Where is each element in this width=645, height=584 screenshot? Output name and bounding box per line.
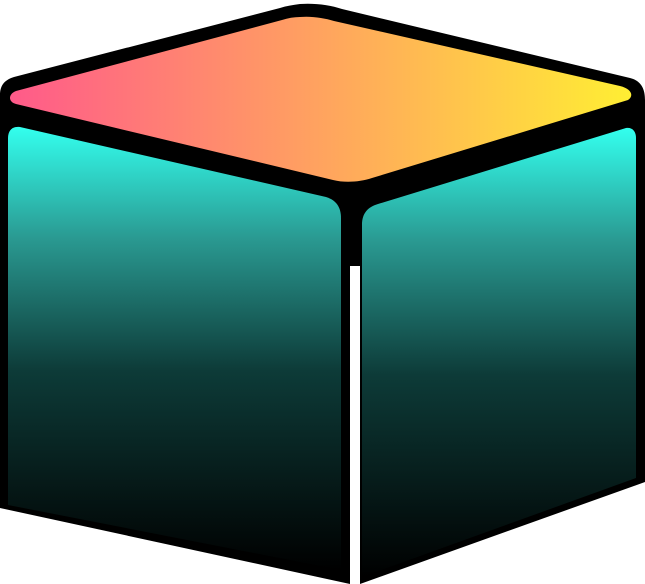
- cube-left-face: [8, 126, 341, 570]
- cube-top-face: [10, 16, 632, 182]
- cube-edge-highlight: [350, 266, 360, 584]
- cube-right-face: [362, 127, 636, 578]
